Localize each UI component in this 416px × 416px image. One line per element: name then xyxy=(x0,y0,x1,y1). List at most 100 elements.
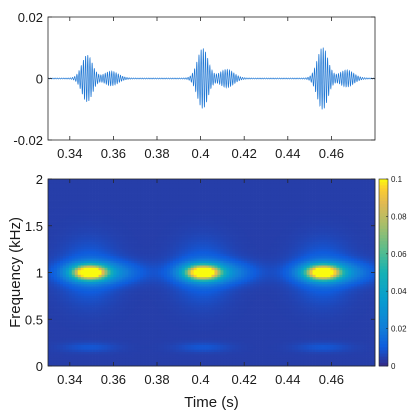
heatmap-cell xyxy=(363,179,367,182)
heatmap-cell xyxy=(315,211,319,215)
heatmap-cell xyxy=(155,256,159,259)
heatmap-cell xyxy=(208,239,212,243)
heatmap-cell xyxy=(217,207,221,210)
heatmap-cell xyxy=(205,197,209,201)
heatmap-cell xyxy=(187,228,192,231)
heatmap-cell xyxy=(74,239,79,243)
heatmap-cell xyxy=(113,186,117,189)
heatmap-cell xyxy=(232,256,236,259)
heatmap-cell xyxy=(312,260,316,264)
heatmap-cell xyxy=(104,242,108,245)
heatmap-cell xyxy=(291,204,296,208)
heatmap-cell xyxy=(187,186,192,189)
heatmap-cell xyxy=(113,251,117,255)
heatmap-cell xyxy=(83,251,87,255)
heatmap-cell xyxy=(285,274,290,278)
heatmap-cell xyxy=(372,225,376,229)
heatmap-cell xyxy=(116,221,120,224)
heatmap-cell xyxy=(50,249,55,252)
heatmap-cell xyxy=(318,265,322,269)
heatmap-cell xyxy=(330,195,334,199)
heatmap-cell xyxy=(62,260,67,264)
heatmap-cell xyxy=(270,260,275,264)
heatmap-cell xyxy=(92,246,96,250)
heatmap-cell xyxy=(110,183,114,187)
heatmap-cell xyxy=(303,256,307,259)
heatmap-cell xyxy=(125,188,129,192)
heatmap-cell xyxy=(74,221,79,224)
heatmap-cell xyxy=(80,274,85,278)
heatmap-cell xyxy=(291,239,296,243)
heatmap-cell xyxy=(270,237,275,241)
heatmap-cell xyxy=(309,221,313,224)
heatmap-cell xyxy=(53,274,58,278)
heatmap-cell xyxy=(83,181,87,185)
heatmap-cell xyxy=(86,209,90,213)
heatmap-cell xyxy=(202,274,206,278)
heatmap-cell xyxy=(65,223,70,227)
heatmap-cell xyxy=(125,281,129,285)
heatmap-cell xyxy=(288,221,293,224)
heatmap-cell xyxy=(110,258,114,262)
heatmap-cell xyxy=(53,223,58,227)
heatmap-cell xyxy=(357,204,361,208)
heatmap-cell xyxy=(309,204,313,208)
heatmap-cell xyxy=(137,193,141,196)
heatmap-cell xyxy=(285,277,290,280)
heatmap-cell xyxy=(360,202,364,206)
heatmap-cell xyxy=(175,235,180,238)
heatmap-cell xyxy=(152,190,156,194)
heatmap-cell xyxy=(253,242,257,245)
heatmap-cell xyxy=(128,223,132,227)
heatmap-cell xyxy=(309,183,313,187)
heatmap-cell xyxy=(265,265,269,269)
heatmap-cell xyxy=(256,221,260,224)
heatmap-cell xyxy=(149,186,153,189)
heatmap-cell xyxy=(256,214,260,217)
heatmap-cell xyxy=(169,197,174,201)
heatmap-cell xyxy=(152,218,156,222)
heatmap-cell xyxy=(354,202,358,206)
heatmap-cell xyxy=(321,204,325,208)
heatmap-cell xyxy=(276,249,281,252)
waveform-y-tick-label: 0 xyxy=(36,72,43,87)
heatmap-cell xyxy=(125,258,129,262)
heatmap-cell xyxy=(223,204,227,208)
heatmap-cell xyxy=(229,218,233,222)
heatmap-cell xyxy=(113,190,117,194)
heatmap-cell xyxy=(256,235,260,238)
heatmap-cell xyxy=(98,204,102,208)
heatmap-cell xyxy=(345,204,349,208)
heatmap-cell xyxy=(134,246,138,250)
heatmap-cell xyxy=(360,207,364,210)
heatmap-cell xyxy=(238,263,242,266)
heatmap-cell xyxy=(50,270,55,273)
heatmap-cell xyxy=(244,272,248,276)
heatmap-cell xyxy=(193,281,197,285)
heatmap-cell xyxy=(339,223,343,227)
heatmap-cell xyxy=(285,193,290,196)
heatmap-cell xyxy=(202,230,206,234)
heatmap-cell xyxy=(163,232,168,236)
heatmap-cell xyxy=(83,284,87,287)
heatmap-cell xyxy=(306,270,310,273)
heatmap-cell xyxy=(137,225,141,229)
heatmap-cell xyxy=(152,237,156,241)
heatmap-cell xyxy=(369,239,373,243)
heatmap-cell xyxy=(89,249,93,252)
heatmap-cell xyxy=(372,221,376,224)
heatmap-cell xyxy=(223,221,227,224)
heatmap-cell xyxy=(372,183,376,187)
heatmap-cell xyxy=(232,246,236,250)
heatmap-cell xyxy=(113,256,117,259)
heatmap-cell xyxy=(229,181,233,185)
heatmap-cell xyxy=(190,244,195,248)
heatmap-cell xyxy=(80,195,85,199)
heatmap-cell xyxy=(101,225,105,229)
heatmap-cell xyxy=(178,186,183,189)
heatmap-cell xyxy=(83,190,87,194)
heatmap-cell xyxy=(77,284,82,287)
heatmap-cell xyxy=(232,209,236,213)
heatmap-cell xyxy=(92,279,96,283)
heatmap-cell xyxy=(110,197,114,201)
